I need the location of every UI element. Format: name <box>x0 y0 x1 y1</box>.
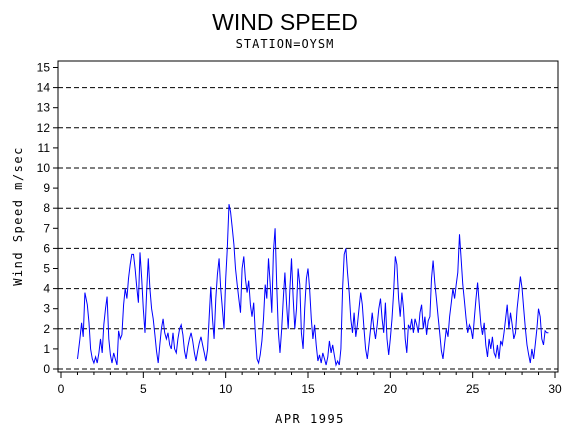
y-tick-label-6: 6 <box>43 241 50 255</box>
gridlines <box>58 87 558 370</box>
x-tick-label-10: 10 <box>219 382 233 396</box>
x-tick-label-0: 0 <box>58 382 65 396</box>
x-tick-label-5: 5 <box>140 382 147 396</box>
chart-subtitle: STATION=OYSM <box>236 37 335 51</box>
y-tick-label-15: 15 <box>37 61 51 75</box>
plot-frame <box>57 60 559 373</box>
y-tick-label-13: 13 <box>37 101 51 115</box>
y-tick-label-10: 10 <box>37 161 51 175</box>
wind-speed-series-line <box>77 204 549 367</box>
y-tick-label-1: 1 <box>43 342 50 356</box>
y-tick-label-8: 8 <box>43 201 50 215</box>
x-axis-label: APR 1995 <box>275 412 345 426</box>
x-tick-label-20: 20 <box>384 382 398 396</box>
y-axis-label: Wind Speed m/sec <box>11 146 25 286</box>
x-tick-label-15: 15 <box>301 382 315 396</box>
y-tick-label-3: 3 <box>43 302 50 316</box>
y-tick-label-11: 11 <box>38 141 51 155</box>
y-tick-label-4: 4 <box>43 282 50 296</box>
y-tick-label-14: 14 <box>37 81 51 95</box>
y-tick-label-2: 2 <box>43 322 50 336</box>
x-axis: 0 5 10 15 20 25 30 <box>58 372 562 396</box>
y-tick-label-5: 5 <box>43 262 50 276</box>
y-tick-label-9: 9 <box>43 181 50 195</box>
y-tick-label-12: 12 <box>37 121 51 135</box>
x-tick-label-30: 30 <box>548 382 562 396</box>
y-tick-label-0: 0 <box>43 362 50 376</box>
chart-title: WIND SPEED <box>212 9 358 35</box>
x-tick-label-25: 25 <box>466 382 480 396</box>
y-tick-label-7: 7 <box>43 221 50 235</box>
